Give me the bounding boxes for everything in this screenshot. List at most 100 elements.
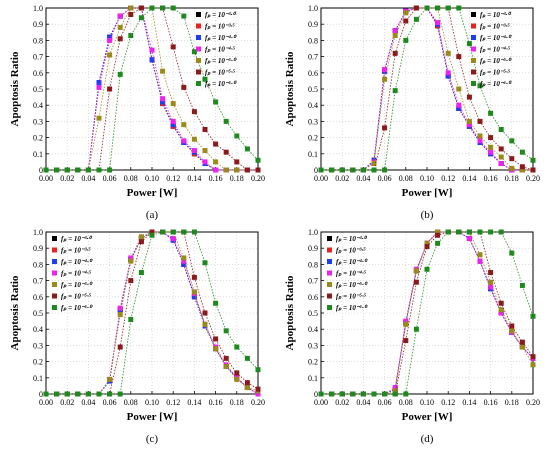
data-point [202, 310, 208, 316]
data-point [191, 148, 197, 154]
data-point [244, 385, 250, 391]
legend-swatch [52, 236, 57, 241]
legend-entry: fₚ = 10⁻³·⁰ [336, 235, 367, 243]
legend-swatch [327, 305, 332, 310]
y-tick-label: 1.0 [33, 4, 43, 13]
data-point [234, 159, 240, 165]
x-tick-label: 0.06 [378, 174, 392, 183]
legend-entry: fₚ = 10⁻⁴·⁰ [336, 258, 368, 266]
legend: fₚ = 10⁻³·⁰ fₚ = 10⁻³·⁵ fₚ = 10⁻⁴·⁰ fₚ = 10… [327, 235, 368, 312]
y-tick-label: 0.8 [33, 36, 43, 45]
data-point [371, 391, 377, 397]
panel-label: (c) [146, 433, 159, 445]
x-tick-label: 0.00 [314, 398, 328, 407]
legend-entry: fₚ = 10⁻⁵·⁵ [205, 69, 236, 77]
data-point [43, 391, 49, 397]
legend-entry: fₚ = 10⁻³·⁵ [61, 247, 91, 255]
data-point [160, 5, 166, 11]
legend-swatch [327, 282, 332, 287]
y-tick-label: 0.6 [308, 293, 318, 302]
legend-swatch [52, 247, 57, 253]
x-tick-label: 0.12 [166, 174, 180, 183]
chart-panel: 0.00 0.02 0.04 0.06 0.08 0.10 0.12 0.14 0.16 0.18… [284, 4, 540, 221]
data-point [371, 161, 377, 167]
data-point [392, 50, 398, 56]
legend-swatch [196, 23, 201, 29]
data-point [435, 240, 441, 246]
data-point [435, 229, 441, 235]
data-point [96, 115, 102, 121]
x-tick-label: 0.04 [81, 398, 95, 407]
x-tick-label: 0.18 [505, 398, 519, 407]
data-point [213, 167, 219, 173]
data-point [509, 156, 515, 162]
y-tick-label: 0.1 [308, 150, 318, 159]
data-point [96, 167, 102, 173]
y-tick-label: 0.3 [308, 341, 318, 350]
x-tick-label: 0.16 [209, 174, 223, 183]
data-point [107, 391, 113, 397]
data-point [234, 167, 240, 173]
data-point [466, 122, 472, 128]
y-tick-label: 1.0 [308, 228, 318, 237]
x-tick-label: 0.04 [356, 174, 370, 183]
y-tick-label: 0.4 [33, 101, 43, 110]
data-point [223, 363, 229, 369]
data-point [498, 146, 504, 152]
data-point [54, 391, 60, 397]
panel-label: (b) [421, 209, 434, 221]
data-point [424, 266, 430, 272]
legend-swatch [196, 81, 201, 86]
data-point [181, 255, 187, 261]
y-tick-label: 0.3 [308, 117, 318, 126]
x-tick-label: 0.02 [335, 398, 349, 407]
y-tick-label: 0.9 [308, 20, 318, 29]
y-tick-label: 0.7 [308, 53, 318, 62]
series-line [46, 7, 258, 171]
data-point [318, 167, 324, 173]
y-tick-label: 0 [39, 166, 43, 175]
data-point [466, 235, 472, 241]
y-tick-label: 0.1 [33, 374, 43, 383]
data-point [202, 76, 208, 82]
data-point [244, 167, 250, 173]
legend-entry: fₚ = 10⁻⁵·⁵ [480, 69, 511, 77]
data-point [128, 11, 134, 17]
legend-entry: fₚ = 10⁻⁵·⁵ [336, 293, 367, 301]
data-point [202, 148, 208, 154]
x-tick-label: 0.18 [230, 174, 244, 183]
data-point [138, 239, 144, 245]
y-tick-label: 0.4 [308, 101, 318, 110]
data-point [498, 310, 504, 316]
data-point [498, 307, 504, 313]
data-point [170, 235, 176, 241]
legend-swatch [471, 23, 476, 29]
x-tick-label: 0.08 [399, 398, 413, 407]
x-tick-label: 0.06 [103, 174, 117, 183]
data-point [96, 80, 102, 86]
legend-swatch [471, 35, 476, 40]
data-point [403, 18, 409, 24]
data-point [75, 167, 81, 173]
data-point [488, 135, 494, 141]
legend-entry: fₚ = 10⁻⁶·⁰ [205, 80, 237, 88]
y-tick-label: 0.8 [33, 260, 43, 269]
data-point [498, 161, 504, 167]
data-point [117, 391, 123, 397]
data-point [170, 122, 176, 128]
y-tick-label: 0.6 [33, 293, 43, 302]
y-tick-label: 0 [314, 166, 318, 175]
data-point [181, 229, 187, 235]
data-point [117, 13, 123, 19]
legend-entry: fₚ = 10⁻⁴·⁵ [336, 270, 367, 278]
legend-entry: fₚ = 10⁻³·⁵ [205, 23, 235, 31]
data-point [117, 305, 123, 311]
data-point [213, 300, 219, 306]
series-line [321, 231, 534, 395]
data-point [85, 391, 91, 397]
data-point [498, 229, 504, 235]
data-point [170, 101, 176, 107]
legend: fₚ = 10⁻³·⁰ fₚ = 10⁻³·⁵ fₚ = 10⁻⁴·⁰ fₚ = 10… [52, 235, 93, 312]
data-point [128, 33, 134, 39]
x-tick-label: 0.12 [441, 174, 455, 183]
